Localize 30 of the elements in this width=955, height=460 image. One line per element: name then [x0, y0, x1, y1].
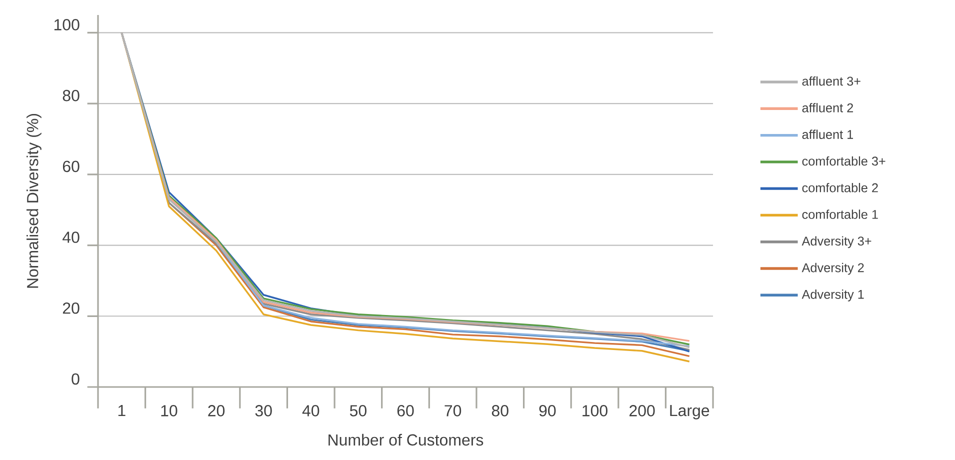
- legend-label: comfortable 1: [802, 210, 878, 219]
- x-tick-label: 70: [444, 405, 462, 416]
- x-tick-label: 60: [397, 405, 414, 416]
- x-axis-title: Number of Customers: [328, 434, 484, 446]
- x-tick-label: 1: [118, 405, 126, 416]
- legend-label: affluent 3+: [802, 76, 860, 86]
- x-tick-label: 20: [208, 405, 225, 416]
- y-tick-label: 20: [62, 302, 80, 314]
- legend-label: affluent 1: [802, 130, 854, 139]
- x-tick-label: 100: [582, 405, 608, 416]
- legend-label: Adversity 2: [802, 262, 864, 275]
- legend-label: comfortable 3+: [802, 156, 886, 166]
- legend-label: Adversity 1: [802, 290, 864, 302]
- x-tick-label: 200: [629, 405, 655, 416]
- y-tick-label: 0: [72, 373, 80, 385]
- x-tick-label: Large: [670, 405, 710, 420]
- y-tick-label: 100: [54, 19, 80, 30]
- x-tick-label: 30: [255, 405, 272, 416]
- x-tick-label: 80: [492, 405, 508, 416]
- y-tick-label: 80: [62, 90, 80, 102]
- legend-label: Adversity 3+: [802, 236, 872, 248]
- y-axis-title: Normalised Diversity (%): [26, 114, 42, 288]
- x-tick-label: 90: [539, 405, 556, 416]
- legend-label: affluent 2: [802, 103, 854, 112]
- y-tick-label: 60: [62, 160, 80, 172]
- x-tick-label: 40: [302, 405, 320, 416]
- x-tick-label: 10: [161, 405, 178, 416]
- y-tick-label: 40: [62, 232, 80, 243]
- legend-label: comfortable 2: [802, 182, 878, 192]
- x-tick-label: 50: [350, 405, 366, 416]
